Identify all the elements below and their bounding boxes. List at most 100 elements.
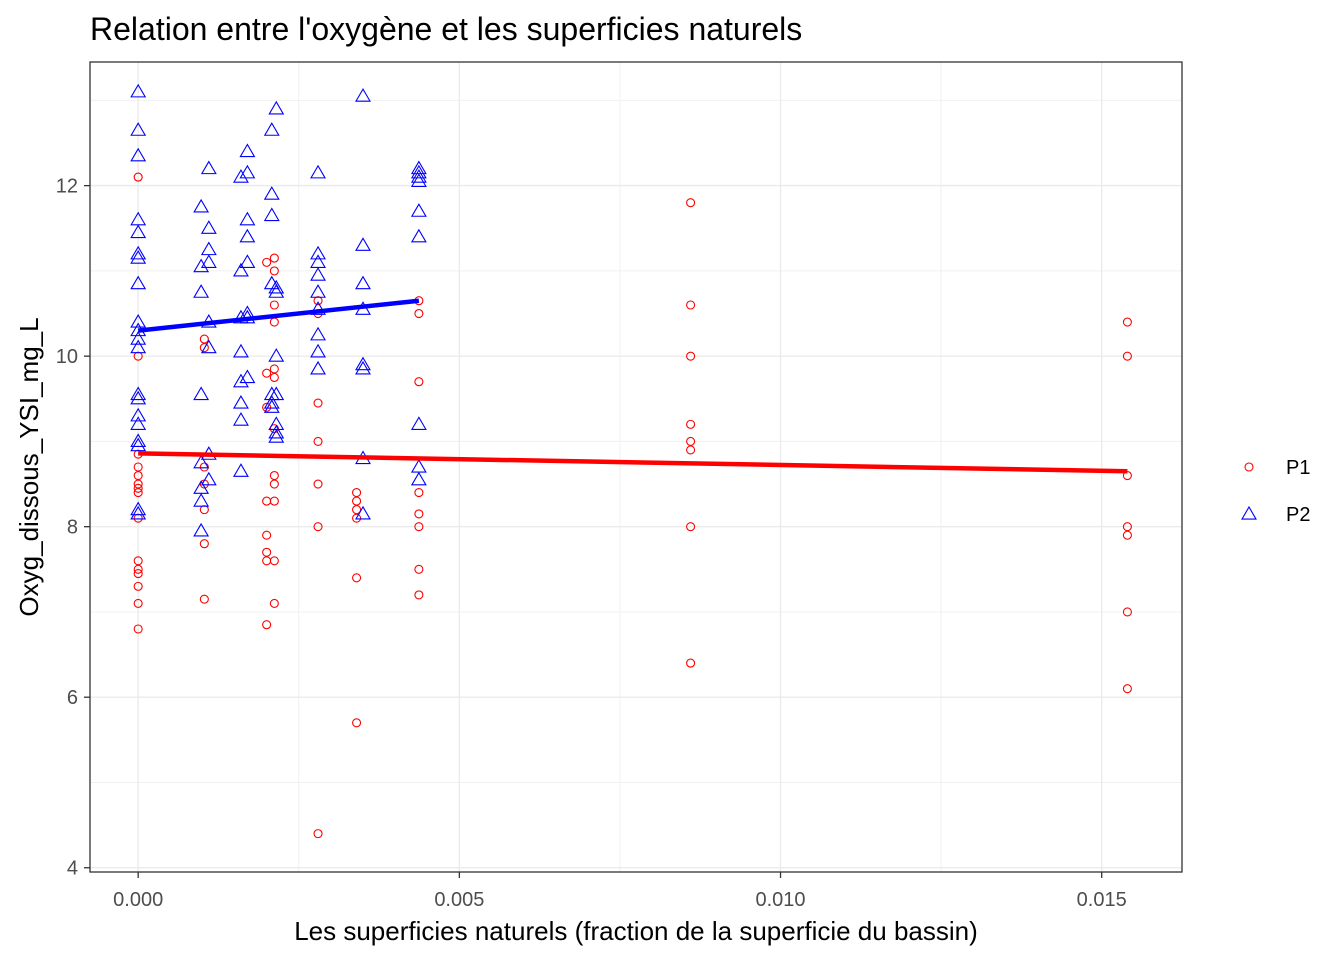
p2-point	[310, 267, 326, 281]
p2-point	[268, 429, 285, 443]
p2-point	[200, 160, 217, 175]
legend-label-p1: P1	[1286, 457, 1310, 479]
p2-point	[232, 463, 249, 477]
p2-point	[355, 275, 371, 290]
p1-point	[199, 462, 209, 472]
minor-grid	[90, 62, 1182, 872]
p2-point	[355, 360, 371, 375]
p2-point	[130, 275, 147, 290]
p1-point	[313, 436, 323, 446]
p2-point	[410, 169, 427, 183]
p1-point	[199, 539, 209, 549]
y-axis: 4 6 8 10 12	[56, 176, 90, 880]
plot-border	[89, 61, 1183, 873]
p2-point	[130, 386, 147, 401]
p2-point	[130, 147, 147, 162]
p2-point	[130, 437, 147, 452]
p2-point	[310, 343, 326, 358]
p1-point	[1122, 351, 1132, 361]
p2-point	[263, 399, 280, 413]
p2-point	[410, 173, 427, 187]
p1-point	[686, 198, 696, 208]
p2-point	[130, 505, 147, 520]
p2-point	[130, 390, 147, 405]
p2-point	[410, 228, 427, 243]
p2-point	[310, 301, 326, 315]
p2-point	[263, 186, 280, 200]
p1-point	[133, 483, 143, 493]
p1-point	[199, 343, 209, 353]
p1-point	[269, 496, 279, 506]
legend-key-p2	[1241, 505, 1257, 520]
p2-point	[130, 122, 147, 136]
x-tick-label: 0.010	[755, 889, 805, 911]
p2-point	[355, 356, 371, 371]
p2-point	[263, 122, 280, 136]
p2-point	[410, 164, 427, 179]
p2-point	[193, 493, 210, 507]
p1-point	[352, 573, 362, 583]
p1-point	[133, 569, 143, 579]
p2-point	[130, 501, 147, 516]
p1-point	[414, 488, 424, 498]
p1-point	[262, 368, 272, 378]
p2-point	[268, 386, 285, 401]
p2-point	[200, 339, 217, 354]
y-tick-label: 10	[56, 346, 78, 368]
p2-point	[268, 279, 285, 294]
p1-point	[313, 398, 323, 408]
p1-point	[133, 172, 143, 182]
p2-point	[263, 207, 280, 222]
p1-point	[686, 419, 696, 429]
p1-point	[414, 509, 424, 519]
p2-point	[410, 416, 427, 430]
y-tick-label: 12	[56, 176, 78, 198]
p1-point	[313, 522, 323, 532]
p1-point	[133, 564, 143, 574]
p2-point	[130, 416, 147, 430]
p2-point	[232, 262, 249, 277]
p2-point	[239, 228, 256, 243]
p2-point	[130, 339, 147, 354]
p1-point	[262, 257, 272, 267]
p1-point	[686, 522, 696, 532]
p2-point	[268, 424, 285, 439]
legend-key-p1	[1244, 462, 1254, 472]
p2-point	[310, 245, 326, 260]
p2-point	[410, 471, 427, 486]
p2-point	[239, 254, 256, 268]
trend-lines	[137, 298, 1128, 474]
p2-point	[193, 258, 210, 273]
p1-point	[1122, 470, 1132, 481]
p1-point	[414, 564, 424, 574]
x-axis-title: Les superficies naturels (fraction de la…	[294, 916, 978, 946]
p1-point	[133, 581, 143, 591]
p2-point	[130, 433, 147, 448]
p1-point	[1122, 530, 1132, 540]
p1-point	[262, 402, 272, 412]
p2-trend-line	[137, 298, 420, 333]
legend-label-p2: P2	[1286, 504, 1310, 526]
p2-point	[130, 313, 147, 328]
p2-point	[130, 250, 147, 264]
p1-point	[414, 522, 424, 532]
p1-point	[686, 658, 696, 668]
p2-point	[355, 88, 371, 102]
p1-point	[133, 488, 143, 498]
p2-point	[193, 386, 210, 401]
p1-point	[269, 372, 279, 383]
p1-point	[686, 300, 696, 310]
p1-point	[269, 598, 279, 608]
p2-point	[193, 284, 210, 298]
p2-point	[355, 237, 371, 251]
p2-point	[130, 331, 147, 345]
p1-point	[269, 266, 279, 276]
x-tick-label: 0.000	[113, 889, 163, 911]
p2-point	[200, 220, 217, 234]
p2-point	[200, 471, 217, 486]
p1-point	[352, 513, 362, 523]
p1-point	[1122, 607, 1132, 617]
p2-point	[193, 522, 210, 537]
legend: P1 P2	[1241, 457, 1310, 526]
p2-point	[130, 83, 147, 98]
